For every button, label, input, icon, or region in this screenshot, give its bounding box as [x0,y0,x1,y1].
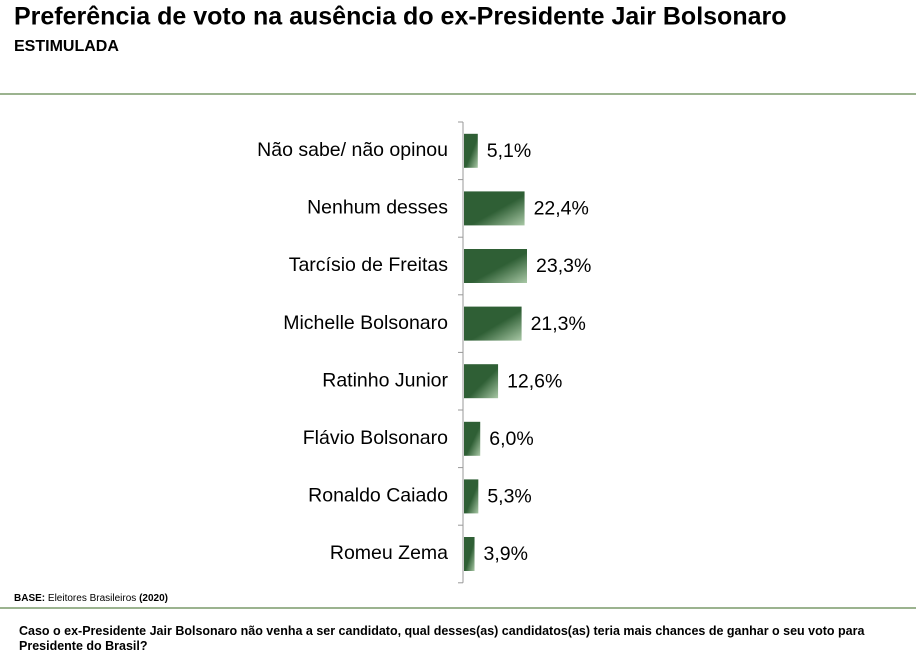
category-label: Ratinho Junior [322,369,448,391]
bar [464,306,522,341]
bar [464,421,481,456]
bar [464,191,525,226]
category-label: Michelle Bolsonaro [283,312,448,334]
value-label: 5,3% [487,486,531,508]
bar [464,249,527,283]
value-label: 21,3% [531,313,586,335]
base-note: BASE: Eleitores Brasileiros (2020) [14,593,168,604]
category-label: Flávio Bolsonaro [303,427,448,449]
chart-subtitle: ESTIMULADA [14,38,119,55]
value-label: 12,6% [507,370,562,392]
category-label: Ronaldo Caiado [308,485,448,507]
chart-title: Preferência de voto na ausência do ex-Pr… [14,3,787,31]
value-label: 23,3% [536,255,591,277]
category-label: Não sabe/ não opinou [257,139,448,161]
category-label: Tarcísio de Freitas [289,254,449,276]
bar [464,133,478,168]
bar [464,537,475,571]
question: Caso o ex-Presidente Jair Bolsonaro não … [19,624,865,653]
category-label: Nenhum desses [307,197,448,219]
value-label: 5,1% [487,140,531,162]
bar [464,479,479,514]
value-label: 22,4% [534,198,589,220]
bar [464,364,499,399]
value-label: 6,0% [489,428,533,450]
category-label: Romeu Zema [330,542,448,564]
value-label: 3,9% [484,543,528,565]
